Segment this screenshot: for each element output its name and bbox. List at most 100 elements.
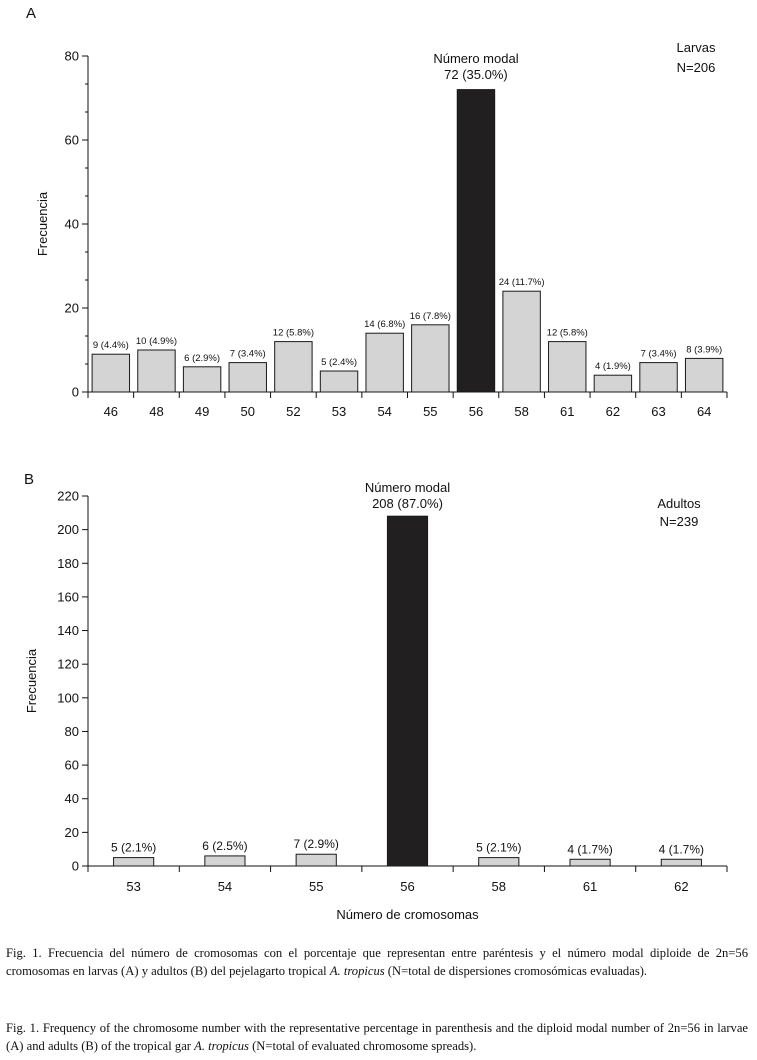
- panel-a-data-label: 14 (6.8%): [364, 319, 405, 330]
- panel-b-y-tick-label: 180: [57, 556, 79, 571]
- panel-a-y-tick-label: 80: [65, 49, 79, 64]
- panel-a-y-tick-label: 40: [65, 217, 79, 232]
- panel-a-data-label: 7 (3.4%): [641, 349, 677, 360]
- panel-b-bar: [660, 858, 702, 867]
- panel-a-bar: [274, 341, 313, 393]
- panel-a-data-label: 10 (4.9%): [136, 336, 177, 347]
- panel-a-bar: [137, 349, 176, 393]
- panel-a-data-label: 24 (11.7%): [499, 277, 545, 288]
- panel-b-y-tick-label: 100: [57, 690, 79, 705]
- panel-b-bar: [569, 858, 611, 867]
- panel-b-x-tick-label: 55: [309, 879, 323, 894]
- panel-a-bar: [319, 370, 359, 393]
- panel-a-bar: [502, 290, 541, 393]
- panel-a-bar: [593, 374, 633, 393]
- panel-a-x-tick-label: 53: [332, 404, 346, 419]
- panel-b-bar-modal: [386, 515, 429, 867]
- panel-b-y-tick-label: 0: [72, 859, 79, 874]
- caption-english: Fig. 1. Frequency of the chromosome numb…: [6, 1019, 748, 1055]
- panel-a-x-tick-label: 62: [606, 404, 620, 419]
- panel-a-x-tick-label: 55: [423, 404, 437, 419]
- panel-a-data-label: 16 (7.8%): [410, 311, 451, 322]
- panel-a-x-tick-label: 54: [377, 404, 391, 419]
- panel-a-y-label: Frecuencia: [35, 191, 50, 256]
- panel-b-x-tick-label: 58: [492, 879, 506, 894]
- panel-a-x-tick-label: 49: [195, 404, 209, 419]
- panel-b-bar: [478, 857, 520, 867]
- panel-a-modal-value: 72 (35.0%): [444, 67, 508, 82]
- caption-en-species: A. tropicus: [194, 1039, 249, 1053]
- panel-b-y-tick-label: 80: [65, 724, 79, 739]
- panel-b-n-label: N=239: [660, 514, 699, 529]
- panel-a-x-tick-label: 52: [286, 404, 300, 419]
- panel-a-bar: [365, 332, 404, 393]
- caption-spanish: Fig. 1. Frecuencia del número de cromoso…: [6, 944, 748, 980]
- panel-a-bar: [548, 341, 587, 393]
- figure: A 0 20 40 60 80 Frecuencia 46 9 (4.4%) 48 10 (4.9%…: [24, 5, 728, 922]
- panel-a-x-tick-label: 46: [104, 404, 118, 419]
- panel-b-data-label: 5 (2.1%): [476, 841, 521, 855]
- panel-a-data-label: 6 (2.9%): [184, 353, 220, 364]
- caption-en-text: Fig. 1. Frequency of the chromosome numb…: [6, 1021, 748, 1053]
- panel-b-y-tick-label: 160: [57, 589, 79, 604]
- panel-b-y-tick-label: 140: [57, 623, 79, 638]
- panel-b-y-tick-label: 200: [57, 522, 79, 537]
- panel-b-x-tick-label: 54: [218, 879, 232, 894]
- panel-a-data-label: 5 (2.4%): [321, 357, 357, 368]
- panel-a-y-tick-label: 60: [65, 133, 79, 148]
- panel-b-y-tick-label: 20: [65, 825, 79, 840]
- panel-a-bar-modal: [456, 89, 496, 393]
- panel-b-modal-value: 208 (87.0%): [372, 496, 443, 511]
- panel-b-y-tick-label: 40: [65, 791, 79, 806]
- caption-es-text: Fig. 1. Frecuencia del número de cromoso…: [6, 946, 748, 978]
- panel-a-data-label: 9 (4.4%): [93, 340, 129, 351]
- panel-a-modal-label: Número modal: [433, 51, 518, 66]
- panel-b-bar: [204, 855, 246, 867]
- panel-b-x-tick-label: 56: [400, 879, 414, 894]
- panel-a-x-tick-label: 61: [560, 404, 574, 419]
- panel-a-data-label: 8 (3.9%): [686, 344, 722, 355]
- caption-es-tail: (N=total de dispersiones cromosómicas ev…: [384, 964, 648, 978]
- panel-b-y-tick-label: 220: [57, 489, 79, 504]
- panel-a-bar: [639, 362, 678, 393]
- panel-a-x-tick-label: 58: [514, 404, 528, 419]
- panel-b-bar: [113, 857, 155, 867]
- panel-a-letter: A: [26, 5, 36, 22]
- panel-b-y-tick-label: 120: [57, 657, 79, 672]
- panel-a-x-tick-label: 48: [149, 404, 163, 419]
- panel-b-x-label: Número de cromosomas: [336, 907, 479, 922]
- panel-b-x-tick-label: 53: [126, 879, 140, 894]
- panel-a-x-tick-label: 63: [651, 404, 665, 419]
- panel-b-letter: B: [24, 471, 34, 488]
- panel-a-y-tick-label: 20: [65, 301, 79, 316]
- panel-b-data-label: 7 (2.9%): [294, 837, 339, 851]
- panel-a-bar: [91, 353, 131, 393]
- panel-a-data-label: 7 (3.4%): [230, 349, 266, 360]
- panel-b-data-label: 5 (2.1%): [111, 841, 156, 855]
- panel-a-x-tick-label: 50: [241, 404, 255, 419]
- panel-a-x-tick-label: 56: [469, 404, 483, 419]
- panel-b-data-label: 6 (2.5%): [202, 839, 247, 853]
- panel-b-y-tick-label: 60: [65, 758, 79, 773]
- panel-b-data-label: 4 (1.7%): [567, 842, 612, 856]
- panel-a-y-tick-label: 0: [72, 385, 79, 400]
- panel-a-data-label: 12 (5.8%): [547, 328, 588, 339]
- panel-a-bar: [228, 362, 267, 393]
- panel-b-modal-label: Número modal: [365, 480, 450, 495]
- panel-b-bar: [295, 853, 337, 867]
- panel-a-bar: [182, 366, 222, 393]
- panel-a-data-label: 12 (5.8%): [273, 328, 314, 339]
- panel-b-x-tick-label: 62: [674, 879, 688, 894]
- panel-a-data-label: 4 (1.9%): [595, 361, 631, 372]
- caption-en-tail: (N=total of evaluated chromosome spreads…: [248, 1039, 477, 1053]
- panel-b-group-label: Adultos: [657, 496, 701, 511]
- panel-a-group-label: Larvas: [676, 40, 716, 55]
- panel-a-x-tick-label: 64: [697, 404, 711, 419]
- panel-a-n-label: N=206: [677, 60, 716, 75]
- panel-b-data-label: 4 (1.7%): [659, 842, 704, 856]
- panel-b-x-tick-label: 61: [583, 879, 597, 894]
- panel-b-y-label: Frecuencia: [24, 648, 39, 713]
- panel-a-bar: [411, 324, 450, 393]
- caption-es-species: A. tropicus: [329, 964, 385, 978]
- panel-a-bar: [684, 357, 724, 393]
